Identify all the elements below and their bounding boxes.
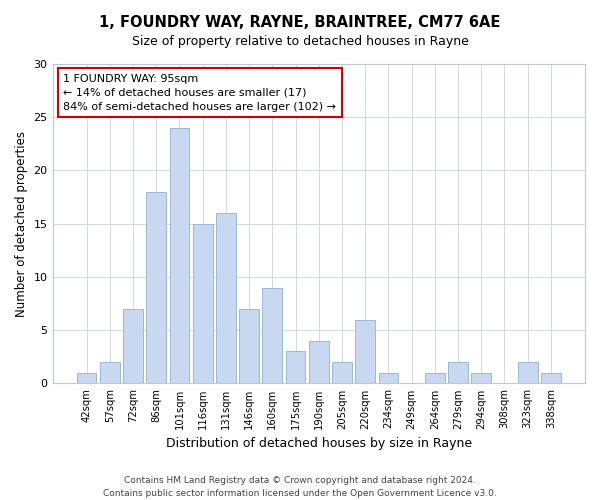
Bar xyxy=(123,309,143,384)
Bar xyxy=(541,373,561,384)
Bar xyxy=(193,224,212,384)
Bar xyxy=(170,128,190,384)
Bar xyxy=(262,288,282,384)
Bar xyxy=(379,373,398,384)
Bar xyxy=(309,341,329,384)
Bar xyxy=(332,362,352,384)
Text: Size of property relative to detached houses in Rayne: Size of property relative to detached ho… xyxy=(131,35,469,48)
Text: Contains HM Land Registry data © Crown copyright and database right 2024.
Contai: Contains HM Land Registry data © Crown c… xyxy=(103,476,497,498)
Bar xyxy=(355,320,375,384)
Text: 1, FOUNDRY WAY, RAYNE, BRAINTREE, CM77 6AE: 1, FOUNDRY WAY, RAYNE, BRAINTREE, CM77 6… xyxy=(100,15,500,30)
Y-axis label: Number of detached properties: Number of detached properties xyxy=(15,130,28,316)
Bar xyxy=(448,362,468,384)
Bar xyxy=(216,213,236,384)
Bar xyxy=(518,362,538,384)
Bar xyxy=(239,309,259,384)
X-axis label: Distribution of detached houses by size in Rayne: Distribution of detached houses by size … xyxy=(166,437,472,450)
Bar xyxy=(100,362,119,384)
Bar xyxy=(146,192,166,384)
Bar xyxy=(286,352,305,384)
Bar xyxy=(77,373,97,384)
Bar xyxy=(472,373,491,384)
Text: 1 FOUNDRY WAY: 95sqm
← 14% of detached houses are smaller (17)
84% of semi-detac: 1 FOUNDRY WAY: 95sqm ← 14% of detached h… xyxy=(63,74,336,112)
Bar xyxy=(425,373,445,384)
